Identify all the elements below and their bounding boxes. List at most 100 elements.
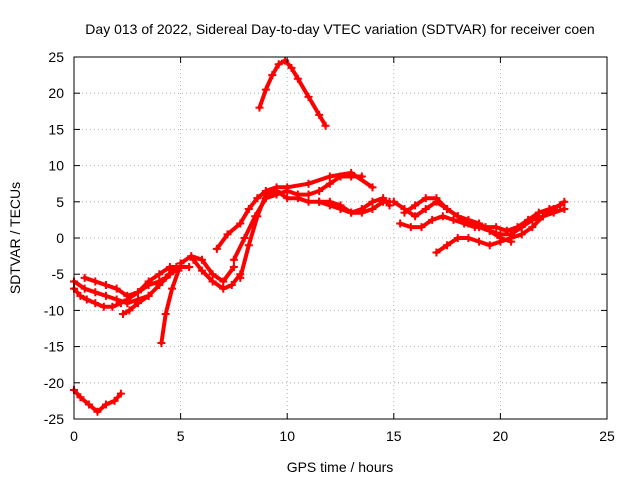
data-point: [475, 219, 484, 228]
data-point: [244, 241, 253, 250]
data-point: [236, 219, 245, 228]
data-point: [315, 197, 324, 206]
x-tick-label: 20: [493, 428, 509, 444]
data-point: [492, 223, 501, 232]
data-point: [475, 237, 484, 246]
data-point: [229, 255, 238, 264]
data-point: [385, 201, 394, 210]
data-point: [432, 248, 441, 257]
x-tick-label: 0: [70, 428, 78, 444]
data-point: [99, 302, 108, 311]
data-point: [325, 172, 334, 181]
data-point: [155, 277, 164, 286]
data-point: [283, 186, 292, 195]
data-point: [91, 288, 100, 297]
data-point: [396, 219, 405, 228]
series-track-f: [157, 266, 183, 347]
series-track-p: [396, 201, 565, 235]
data-point: [116, 389, 125, 398]
series-line: [231, 174, 364, 262]
data-point: [101, 281, 110, 290]
data-point: [496, 237, 505, 246]
data-point: [389, 197, 398, 206]
data-point: [524, 215, 533, 224]
data-point: [517, 230, 526, 239]
data-point: [325, 201, 334, 210]
data-point: [208, 277, 217, 286]
data-point: [144, 291, 153, 300]
series-track-m: [255, 56, 330, 130]
x-axis-label: GPS time / hours: [287, 459, 394, 475]
data-point: [315, 186, 324, 195]
data-point: [157, 338, 166, 347]
data-point: [545, 205, 554, 214]
data-point: [274, 60, 283, 69]
series-track-l: [315, 194, 394, 217]
data-point: [453, 212, 462, 221]
chart-title: Day 013 of 2022, Sidereal Day-to-day VTE…: [85, 21, 594, 37]
data-point: [502, 226, 511, 235]
data-point: [261, 190, 270, 199]
data-point: [161, 310, 170, 319]
data-point: [208, 270, 217, 279]
data-point: [240, 234, 249, 242]
series-line: [257, 58, 328, 128]
series-track-b: [70, 284, 125, 311]
data-point: [112, 284, 121, 293]
data-point: [272, 186, 281, 195]
plot-frame: [73, 56, 608, 420]
series-track-h: [189, 255, 245, 293]
data-point: [304, 92, 313, 101]
data-point: [244, 205, 253, 214]
data-point: [227, 281, 236, 290]
data-point: [336, 205, 345, 214]
data-point: [428, 215, 437, 224]
data-point: [108, 302, 117, 311]
data-point: [357, 205, 366, 214]
data-point: [101, 400, 110, 409]
series-line: [159, 268, 181, 345]
data-point: [133, 288, 142, 297]
data-point: [229, 262, 238, 271]
data-point: [470, 223, 479, 232]
data-point: [539, 212, 548, 221]
y-tick-label: 20: [48, 85, 64, 101]
data-point: [460, 219, 469, 228]
data-point: [84, 400, 93, 409]
data-point: [255, 103, 264, 112]
data-point: [197, 266, 206, 275]
data-point: [283, 194, 292, 203]
data-point: [347, 208, 356, 217]
data-point: [528, 223, 537, 232]
data-point: [161, 273, 170, 282]
data-point: [116, 299, 125, 308]
data-point: [189, 255, 198, 264]
data-point: [261, 85, 270, 94]
data-point: [556, 201, 565, 210]
x-tick-label: 15: [386, 428, 402, 444]
data-point: [449, 215, 458, 224]
series-line: [398, 203, 563, 233]
ticks: 0 5 10 15 20 25 -25 -20 -15 -10 -5 0 5 10 15 20 25: [44, 49, 615, 444]
data-point: [76, 291, 85, 300]
data-point: [125, 306, 134, 315]
y-tick-label: 5: [56, 194, 64, 210]
data-point: [438, 212, 447, 221]
data-point: [347, 172, 356, 181]
data-point: [112, 295, 121, 304]
data-point: [80, 273, 89, 282]
data-point: [321, 121, 330, 130]
data-point: [513, 223, 522, 232]
y-tick-label: 0: [56, 230, 64, 246]
data-point: [315, 110, 324, 119]
data-point: [144, 281, 153, 290]
data-point: [325, 179, 334, 188]
data-point: [464, 215, 473, 224]
series-line: [178, 254, 236, 284]
data-point: [432, 194, 441, 203]
data-point: [421, 194, 430, 203]
data-point: [406, 223, 415, 232]
y-tick-label: 25: [48, 49, 64, 65]
data-point: [453, 234, 462, 242]
